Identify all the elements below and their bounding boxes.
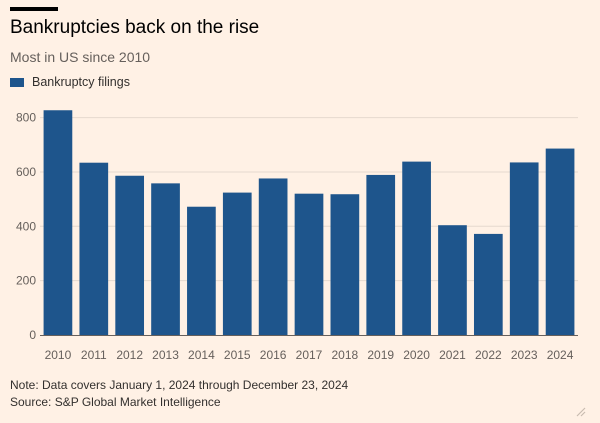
bar bbox=[43, 110, 73, 336]
x-tick-label: 2021 bbox=[439, 348, 466, 362]
y-tick-label: 200 bbox=[16, 274, 36, 288]
bar bbox=[258, 178, 288, 335]
y-tick-label: 800 bbox=[16, 111, 36, 125]
x-tick-label: 2018 bbox=[332, 348, 359, 362]
x-tick-label: 2016 bbox=[260, 348, 287, 362]
bar-chart: 0 200 400 600 800 2010 2011 2012 2013 2014 2015 201… bbox=[16, 110, 578, 362]
x-tick-label: 2017 bbox=[296, 348, 323, 362]
x-tick-label: 2010 bbox=[45, 348, 72, 362]
x-tick-label: 2011 bbox=[81, 348, 107, 362]
chart-source: Source: S&P Global Market Intelligence bbox=[10, 395, 221, 409]
x-tick-label: 2019 bbox=[367, 348, 394, 362]
bar bbox=[545, 148, 575, 335]
legend-swatch bbox=[10, 77, 24, 87]
x-tick-label: 2015 bbox=[224, 348, 251, 362]
y-tick-label: 0 bbox=[29, 328, 36, 342]
chart-note: Note: Data covers January 1, 2024 throug… bbox=[10, 378, 349, 392]
x-tick-label: 2012 bbox=[116, 348, 143, 362]
x-tick-label: 2023 bbox=[511, 348, 538, 362]
bar bbox=[509, 162, 539, 335]
bar bbox=[151, 183, 180, 335]
y-tick-label: 600 bbox=[16, 165, 36, 179]
bar bbox=[222, 192, 252, 335]
x-tick-label: 2014 bbox=[188, 348, 215, 362]
bar bbox=[438, 225, 467, 335]
legend: Bankruptcy filings bbox=[10, 74, 130, 90]
bar bbox=[187, 206, 216, 335]
resize-corner-icon bbox=[576, 407, 586, 417]
top-rule bbox=[10, 7, 58, 11]
bar bbox=[473, 233, 503, 335]
x-tick-label: 2020 bbox=[403, 348, 430, 362]
legend-label: Bankruptcy filings bbox=[32, 75, 130, 89]
bar bbox=[294, 193, 324, 335]
x-tick-label: 2024 bbox=[547, 348, 574, 362]
x-tick-label: 2022 bbox=[475, 348, 502, 362]
bar bbox=[115, 175, 145, 335]
bar bbox=[79, 162, 109, 335]
bar bbox=[366, 174, 396, 335]
y-tick-label: 400 bbox=[16, 219, 36, 233]
x-tick-label: 2013 bbox=[152, 348, 179, 362]
chart-title: Bankruptcies back on the rise bbox=[10, 17, 260, 38]
bar bbox=[402, 161, 431, 335]
bar bbox=[330, 194, 360, 335]
chart-subtitle: Most in US since 2010 bbox=[10, 49, 151, 65]
